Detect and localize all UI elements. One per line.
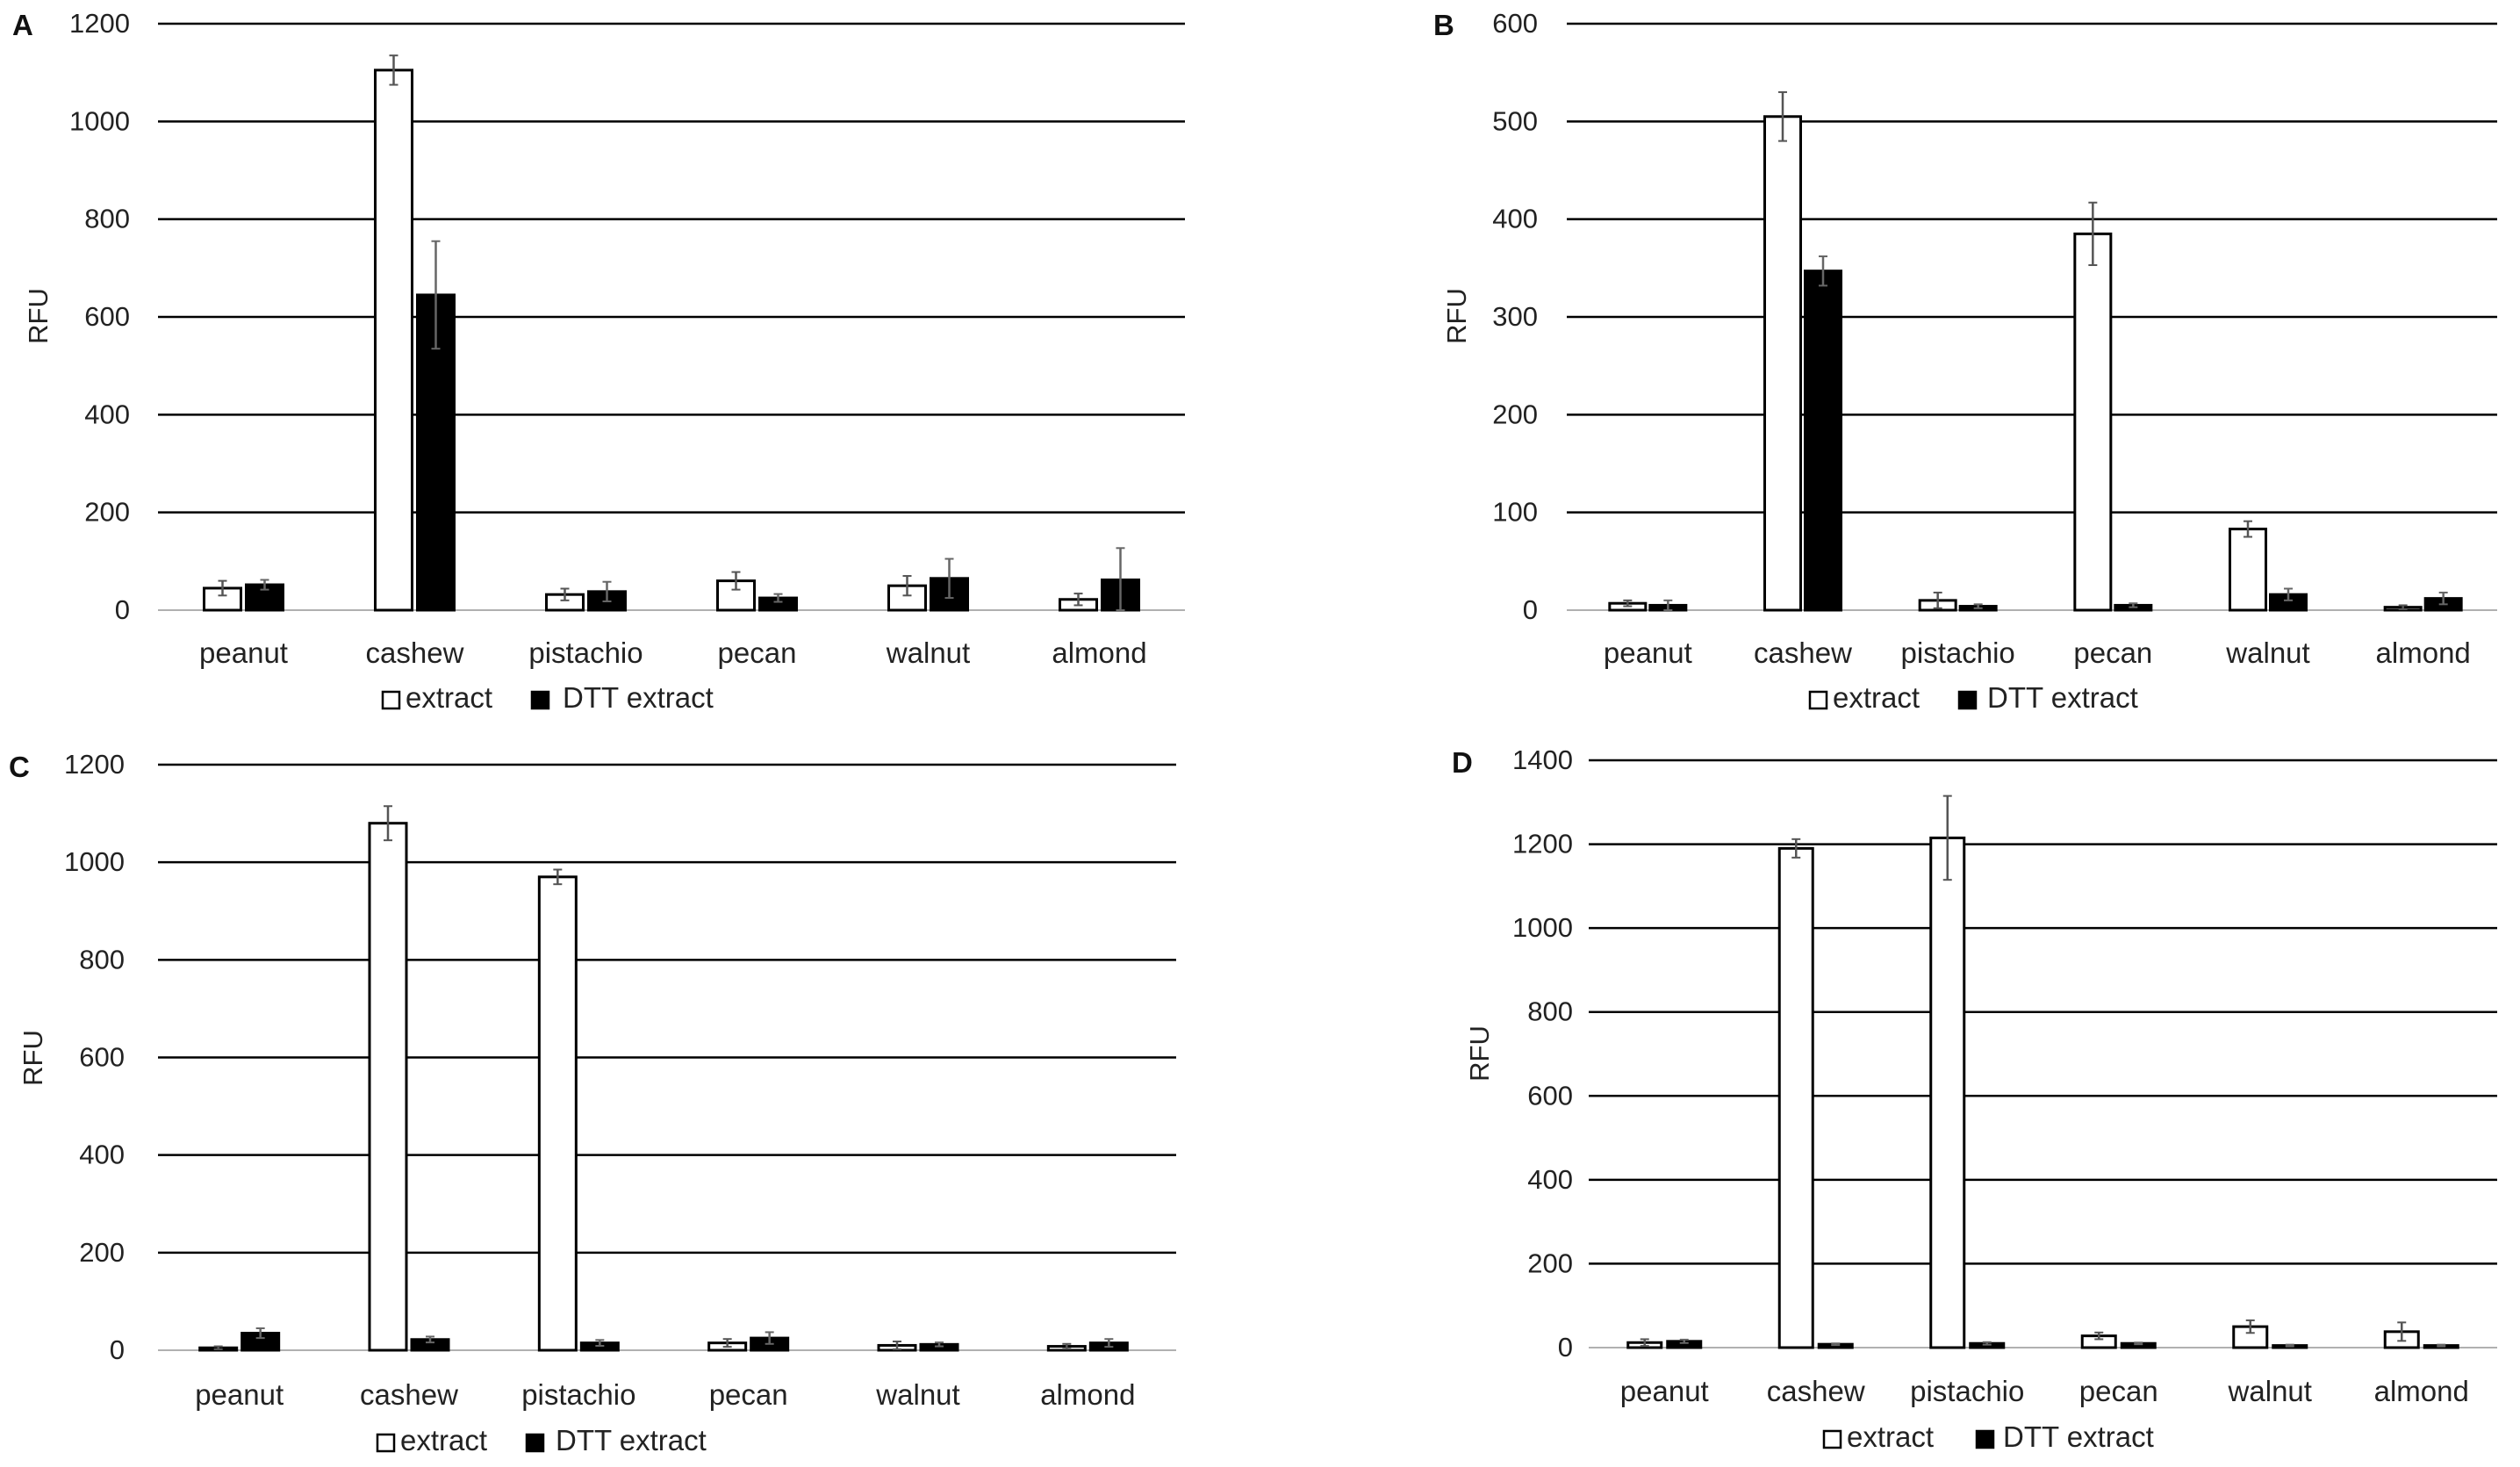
y-tick-label: 1000: [69, 105, 130, 136]
y-tick-label: 400: [1492, 204, 1538, 234]
legend-swatch-dtt: [1975, 1429, 1995, 1449]
bar-extract: [2229, 528, 2267, 612]
x-category-label: almond: [1040, 1378, 1135, 1411]
panel-letter: B: [1433, 9, 1454, 41]
y-tick-label: 1200: [1512, 829, 1573, 859]
x-category-label: almond: [2376, 636, 2471, 669]
y-tick-label: 1200: [64, 749, 125, 780]
x-category-label: almond: [2374, 1375, 2469, 1407]
x-category-label: cashew: [366, 636, 464, 669]
bar-extract: [368, 822, 408, 1352]
panel-d: D RFU extract DTT extract 0 200 400 600 800 1…: [1452, 744, 2497, 1453]
legend-swatch-extract: [376, 1433, 396, 1453]
y-tick-label: 0: [1558, 1332, 1573, 1363]
y-tick-label: 0: [110, 1334, 125, 1365]
legend-label-dtt: DTT extract: [556, 1424, 707, 1456]
y-tick-label: 400: [1527, 1164, 1573, 1195]
y-axis-title: RFU: [18, 1030, 48, 1086]
legend-label-dtt: DTT extract: [2003, 1420, 2154, 1453]
legend-swatch-extract: [381, 690, 401, 710]
legend: extract DTT extract: [1822, 1420, 2154, 1453]
bar-extract: [374, 68, 413, 612]
y-tick-label: 400: [84, 399, 130, 429]
legend-swatch-dtt: [1957, 690, 1978, 710]
x-category-label: cashew: [1767, 1375, 1865, 1407]
x-category-label: peanut: [195, 1378, 284, 1411]
x-category-label: walnut: [875, 1378, 959, 1411]
legend-label-extract: extract: [400, 1424, 487, 1456]
x-category-label: pistachio: [1901, 636, 2015, 669]
x-category-label: peanut: [1604, 636, 1692, 669]
bar-extract: [1929, 836, 1966, 1349]
y-tick-label: 0: [1523, 594, 1538, 625]
y-tick-label: 800: [84, 204, 130, 234]
y-tick-label: 600: [79, 1042, 125, 1073]
x-category-label: pecan: [2079, 1375, 2158, 1407]
legend-label-extract: extract: [1847, 1420, 1934, 1453]
x-category-label: pistachio: [1910, 1375, 2024, 1407]
legend-label-dtt: DTT extract: [563, 681, 714, 714]
legend-swatch-dtt: [525, 1433, 545, 1453]
bar-extract: [2073, 232, 2113, 612]
legend-swatch-dtt: [530, 690, 550, 710]
bar-extract: [537, 875, 578, 1352]
x-category-label: peanut: [199, 636, 288, 669]
y-tick-label: 200: [84, 497, 130, 528]
legend-label-dtt: DTT extract: [1987, 681, 2138, 714]
y-tick-label: 1000: [64, 846, 125, 877]
y-tick-label: 100: [1492, 497, 1538, 528]
legend: extract DTT extract: [381, 681, 714, 714]
x-category-label: cashew: [1754, 636, 1852, 669]
panel-a: A RFU extract DTT extract 0 200 400 600 800 1…: [12, 8, 1185, 714]
y-axis-title: RFU: [1441, 288, 1472, 344]
x-category-label: pecan: [718, 636, 797, 669]
y-tick-label: 1400: [1512, 744, 1573, 775]
y-tick-label: 300: [1492, 301, 1538, 332]
y-tick-label: 400: [79, 1140, 125, 1170]
x-category-label: pecan: [2073, 636, 2152, 669]
y-tick-label: 0: [115, 594, 130, 625]
bar-extract: [1777, 846, 1814, 1349]
y-tick-label: 800: [1527, 996, 1573, 1027]
y-tick-label: 200: [79, 1237, 125, 1268]
x-category-label: walnut: [2225, 636, 2309, 669]
x-category-label: walnut: [886, 636, 970, 669]
x-category-label: pistachio: [521, 1378, 635, 1411]
legend: extract DTT extract: [1808, 681, 2138, 714]
bar-dtt-extract: [1804, 270, 1842, 612]
legend-swatch-extract: [1808, 690, 1828, 710]
y-tick-label: 600: [84, 301, 130, 332]
y-tick-label: 800: [79, 944, 125, 974]
y-tick-label: 1200: [69, 8, 130, 39]
y-tick-label: 500: [1492, 105, 1538, 136]
y-axis-title: RFU: [1464, 1025, 1495, 1082]
y-tick-label: 600: [1527, 1080, 1573, 1111]
bar-dtt-extract: [416, 293, 456, 612]
y-tick-label: 1000: [1512, 912, 1573, 943]
panel-letter: C: [9, 751, 30, 783]
x-category-label: almond: [1052, 636, 1146, 669]
y-tick-label: 200: [1492, 399, 1538, 429]
y-tick-label: 200: [1527, 1248, 1573, 1278]
x-category-label: cashew: [360, 1378, 458, 1411]
legend: extract DTT extract: [376, 1424, 707, 1456]
x-category-label: pecan: [709, 1378, 788, 1411]
panel-letter: A: [12, 9, 33, 41]
legend-label-extract: extract: [406, 681, 492, 714]
panel-c: C RFU extract DTT extract 0 200 400 600 800 1…: [9, 749, 1176, 1456]
legend-swatch-extract: [1822, 1429, 1842, 1449]
x-category-label: peanut: [1620, 1375, 1709, 1407]
panel-b: B RFU extract DTT extract 0 100 200 300 400 5…: [1433, 8, 2497, 714]
y-axis-title: RFU: [23, 288, 54, 344]
y-tick-label: 600: [1492, 8, 1538, 39]
panel-letter: D: [1452, 746, 1473, 779]
x-category-label: walnut: [2228, 1375, 2312, 1407]
x-category-label: pistachio: [528, 636, 643, 669]
bar-extract: [1763, 115, 1802, 612]
legend-label-extract: extract: [1833, 681, 1920, 714]
